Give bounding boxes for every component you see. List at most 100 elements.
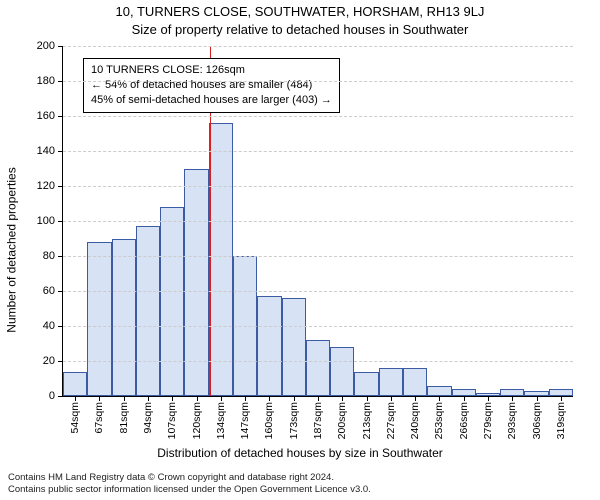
histogram-bar (257, 296, 281, 396)
x-tick-mark (464, 396, 465, 401)
title-line-1: 10, TURNERS CLOSE, SOUTHWATER, HORSHAM, … (0, 4, 600, 19)
y-tick-label: 200 (37, 40, 55, 52)
histogram-bar (379, 368, 403, 396)
y-tick-mark (58, 221, 63, 222)
x-tick-label: 200sqm (336, 402, 348, 439)
x-tick-mark (75, 396, 76, 401)
title-line-2: Size of property relative to detached ho… (0, 22, 600, 37)
histogram-bar (403, 368, 427, 396)
x-tick-label: 120sqm (191, 402, 203, 439)
x-tick-mark (415, 396, 416, 401)
x-tick-label: 147sqm (239, 402, 251, 439)
x-tick-label: 54sqm (69, 402, 81, 434)
x-tick-mark (561, 396, 562, 401)
x-tick-label: 293sqm (506, 402, 518, 439)
figure-container: 10, TURNERS CLOSE, SOUTHWATER, HORSHAM, … (0, 0, 600, 500)
footer-line-2: Contains public sector information licen… (8, 484, 592, 496)
x-tick-label: 187sqm (312, 402, 324, 439)
x-tick-label: 253sqm (433, 402, 445, 439)
x-tick-mark (99, 396, 100, 401)
x-tick-label: 279sqm (482, 402, 494, 439)
x-tick-mark (512, 396, 513, 401)
x-tick-mark (367, 396, 368, 401)
annotation-line-1: 10 TURNERS CLOSE: 126sqm (91, 63, 332, 78)
y-gridline (63, 291, 573, 292)
histogram-bar (112, 239, 136, 397)
y-tick-mark (58, 256, 63, 257)
histogram-bar (160, 207, 184, 396)
x-tick-label: 67sqm (93, 402, 105, 434)
y-gridline (63, 81, 573, 82)
x-tick-label: 266sqm (458, 402, 470, 439)
x-tick-label: 134sqm (215, 402, 227, 439)
x-tick-label: 213sqm (361, 402, 373, 439)
histogram-bar (306, 340, 330, 396)
y-tick-label: 80 (43, 250, 55, 262)
annotation-box: 10 TURNERS CLOSE: 126sqm ← 54% of detach… (83, 58, 340, 113)
x-tick-mark (537, 396, 538, 401)
x-tick-mark (342, 396, 343, 401)
histogram-bar (427, 386, 451, 397)
y-gridline (63, 151, 573, 152)
y-gridline (63, 46, 573, 47)
y-tick-label: 0 (49, 390, 55, 402)
histogram-bar (87, 242, 111, 396)
y-gridline (63, 221, 573, 222)
x-tick-mark (391, 396, 392, 401)
footer: Contains HM Land Registry data © Crown c… (0, 472, 600, 496)
y-tick-mark (58, 186, 63, 187)
x-tick-mark (221, 396, 222, 401)
histogram-bar (354, 372, 378, 397)
histogram-bar (549, 389, 573, 396)
x-tick-label: 306sqm (531, 402, 543, 439)
x-tick-label: 81sqm (118, 402, 130, 434)
x-tick-label: 319sqm (555, 402, 567, 439)
histogram-bar (209, 123, 233, 396)
y-tick-label: 160 (37, 110, 55, 122)
annotation-line-3: 45% of semi-detached houses are larger (… (91, 93, 332, 108)
y-tick-mark (58, 396, 63, 397)
y-tick-mark (58, 361, 63, 362)
x-tick-label: 240sqm (409, 402, 421, 439)
footer-line-1: Contains HM Land Registry data © Crown c… (8, 472, 592, 484)
x-tick-mark (488, 396, 489, 401)
histogram-bar (282, 298, 306, 396)
x-tick-label: 94sqm (142, 402, 154, 434)
y-gridline (63, 116, 573, 117)
x-tick-mark (439, 396, 440, 401)
x-tick-mark (172, 396, 173, 401)
x-tick-mark (197, 396, 198, 401)
y-tick-mark (58, 151, 63, 152)
y-gridline (63, 256, 573, 257)
y-gridline (63, 361, 573, 362)
y-tick-label: 40 (43, 320, 55, 332)
x-tick-mark (269, 396, 270, 401)
y-tick-mark (58, 291, 63, 292)
y-tick-label: 60 (43, 285, 55, 297)
y-axis-label-wrap: Number of detached properties (4, 0, 20, 500)
y-axis-label: Number of detached properties (5, 167, 19, 332)
histogram-bar (500, 389, 524, 396)
y-tick-mark (58, 116, 63, 117)
x-tick-mark (148, 396, 149, 401)
x-tick-mark (318, 396, 319, 401)
x-tick-mark (124, 396, 125, 401)
y-tick-mark (58, 81, 63, 82)
y-tick-label: 120 (37, 180, 55, 192)
histogram-bar (330, 347, 354, 396)
x-tick-label: 227sqm (385, 402, 397, 439)
y-tick-label: 140 (37, 145, 55, 157)
x-tick-label: 173sqm (288, 402, 300, 439)
x-tick-mark (294, 396, 295, 401)
y-tick-mark (58, 326, 63, 327)
y-tick-label: 100 (37, 215, 55, 227)
y-tick-mark (58, 46, 63, 47)
x-tick-label: 160sqm (263, 402, 275, 439)
x-tick-mark (245, 396, 246, 401)
x-axis-label: Distribution of detached houses by size … (0, 446, 600, 460)
histogram-bar (136, 226, 160, 396)
y-gridline (63, 186, 573, 187)
plot-area: 10 TURNERS CLOSE: 126sqm ← 54% of detach… (62, 46, 573, 397)
x-tick-label: 107sqm (166, 402, 178, 439)
histogram-bar (63, 372, 87, 397)
